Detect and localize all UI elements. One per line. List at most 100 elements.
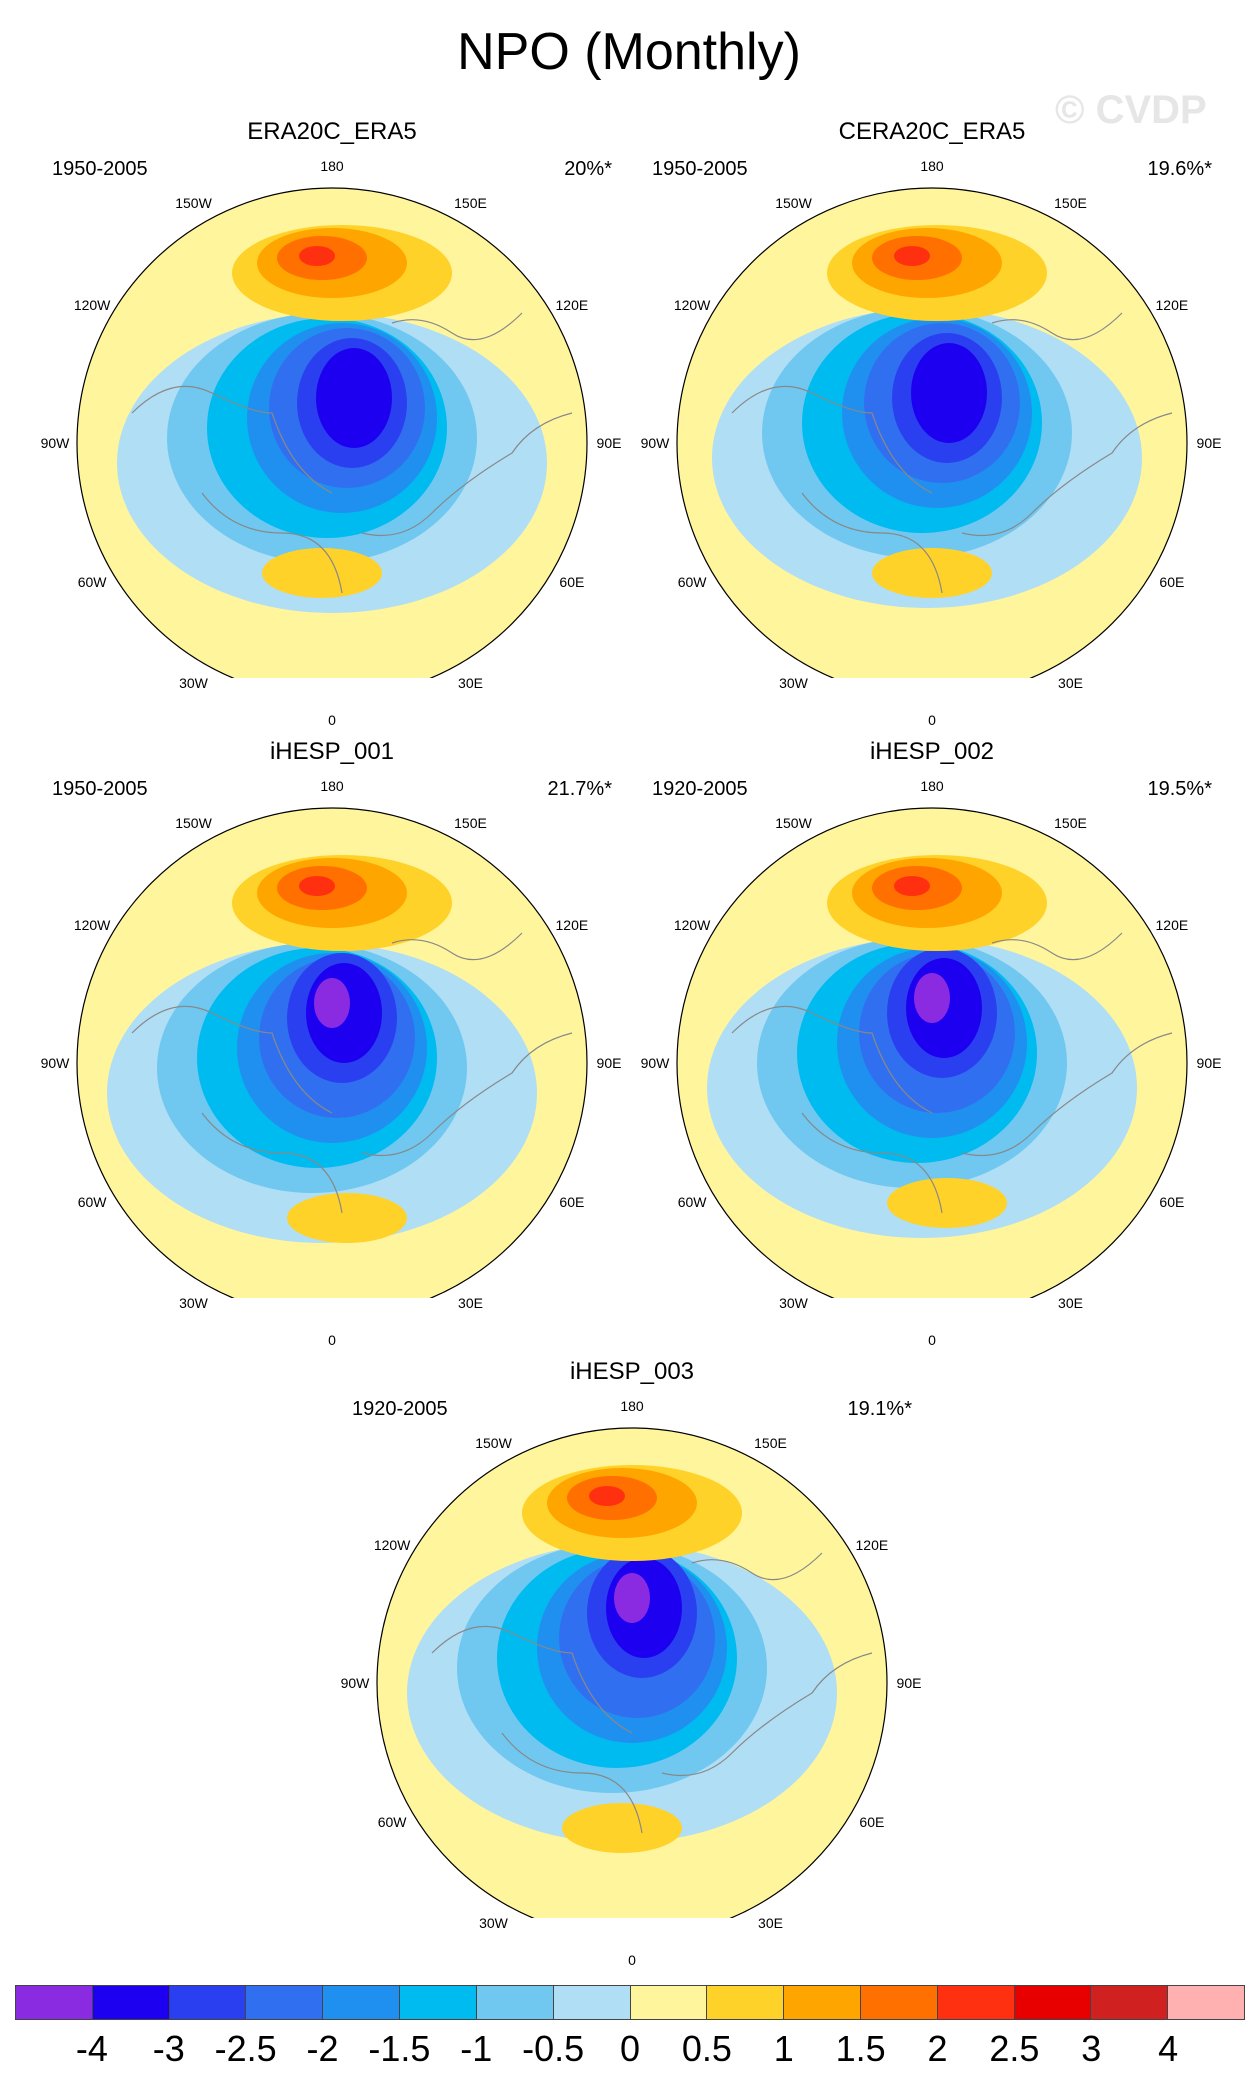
contour-pos-2.5 [894,876,930,896]
colorbar-swatch [246,1986,324,2019]
panel-title: iHESP_002 [869,738,995,765]
longitude-label: 60W [677,573,707,590]
colorbar [15,1985,1245,2020]
longitude-label: 90E [1196,1055,1222,1071]
contour-pos-atlantic [287,1193,407,1243]
colorbar-swatch [707,1986,785,2019]
panel-years: 1950-2005 [652,158,748,180]
longitude-label: 30W [179,1294,208,1311]
panel-years: 1920-2005 [652,778,748,800]
coastline [201,1112,343,1214]
longitude-label: 90E [596,435,622,451]
colorbar-tick-label: 0 [619,2028,641,2069]
longitude-label: 90E [1196,435,1222,451]
colorbar-swatch [553,1986,631,2019]
map-panel-ihesp-002: iHESP_002 1920-2005 19.5%* 180 150E 120E 90… [641,738,1222,1348]
longitude-label: 120W [73,296,111,313]
longitude-label: 150E [454,195,487,212]
coastline [731,1005,933,1114]
longitude-label: 30E [1058,674,1083,691]
coastline [131,385,333,494]
map-border [76,187,588,678]
panel-percent: 19.1%* [847,1398,913,1420]
contour-pos-2.5 [589,1486,625,1506]
colorbar-tick-label: -1.5 [368,2028,431,2069]
panel-title: iHESP_001 [269,738,395,765]
colorbar-swatch [476,1986,554,2019]
coastline [801,1112,943,1214]
colorbar-swatch [323,1986,401,2019]
coastline [431,1625,633,1734]
contour-pos-2.5 [299,246,335,266]
longitude-label: 120E [555,296,589,313]
polar-map [676,187,1188,678]
colorbar-tick-label: 1.5 [835,2028,886,2069]
coastline [961,1032,1173,1157]
colorbar-swatch [16,1986,93,2019]
colorbar-swatch [400,1986,477,2019]
colorbar-swatch [169,1986,247,2019]
panel-years: 1950-2005 [52,158,148,180]
panel-percent: 20%* [564,158,612,180]
colorbar-swatch [1014,1986,1092,2019]
longitude-label: 150W [775,195,812,212]
contour-pos-atlantic [562,1803,682,1853]
longitude-label: 60W [77,573,107,590]
colorbar-tick-label: -2.5 [214,2028,277,2069]
longitude-label: 150W [475,1435,512,1452]
coastline [131,1005,333,1114]
contour-pos-2.5 [299,876,335,896]
colorbar-tick-label: 0.5 [681,2028,732,2069]
coastline [991,932,1123,961]
longitude-label: 90E [896,1675,922,1691]
map-panel-ihesp-001: iHESP_001 1950-2005 21.7%* 180 150E 120E 90… [41,738,622,1348]
longitude-label: 30W [779,674,808,691]
colorbar-tick-label: 2 [927,2028,948,2069]
colorbar-tick-label: 4 [1158,2028,1179,2069]
map-border [676,807,1188,1298]
longitude-label: 60E [1159,573,1185,590]
longitude-label: 0 [928,1332,936,1348]
contour-pos-atlantic [262,548,382,598]
contour-neg-min [914,973,950,1023]
polar-map [76,187,588,678]
longitude-label: 30W [179,674,208,691]
panel-percent: 19.6%* [1147,158,1213,180]
figure-title: NPO (Monthly) [457,23,801,81]
map-panel-era20c-era5: ERA20C_ERA5 1950-2005 20%* 180 150E 120E 90… [41,118,622,728]
longitude-label: 90W [640,435,670,451]
colorbar-swatch [1168,1986,1244,2019]
coastline [201,492,343,594]
coastline [661,1652,873,1777]
longitude-label: 60E [1159,1193,1185,1210]
coastline [961,412,1173,537]
coastline [391,312,523,341]
longitude-label: 120W [673,916,711,933]
longitude-label: 30W [779,1294,808,1311]
coastline [691,1552,823,1581]
longitude-label: 60E [859,1813,885,1830]
longitude-label: 150W [175,815,212,832]
colorbar-tick-label: -2 [306,2028,339,2069]
longitude-label: 150E [1054,195,1087,212]
colorbar-swatch [784,1986,861,2019]
longitude-label: 60E [559,1193,585,1210]
map-panel-ihesp-003: iHESP_003 1920-2005 19.1%* 180 150E 120E 90… [341,1358,922,1968]
colorbar-tick-label: -4 [75,2028,108,2069]
longitude-label: 180 [320,778,344,794]
longitude-label: 120E [855,1536,889,1553]
longitude-label: 150E [754,1435,787,1452]
longitude-label: 120E [555,916,589,933]
longitude-label: 180 [920,158,944,174]
longitude-label: 30E [458,1294,483,1311]
longitude-label: 0 [328,1332,336,1348]
contour-neg-4 [911,343,987,443]
contour-pos-atlantic [872,548,992,598]
panel-years: 1950-2005 [52,778,148,800]
panel-years: 1920-2005 [352,1398,448,1420]
longitude-label: 90W [340,1675,370,1691]
cvdp-watermark: © CVDP [1055,88,1207,132]
longitude-label: 120W [73,916,111,933]
longitude-label: 150E [1054,815,1087,832]
panel-percent: 21.7%* [547,778,613,800]
